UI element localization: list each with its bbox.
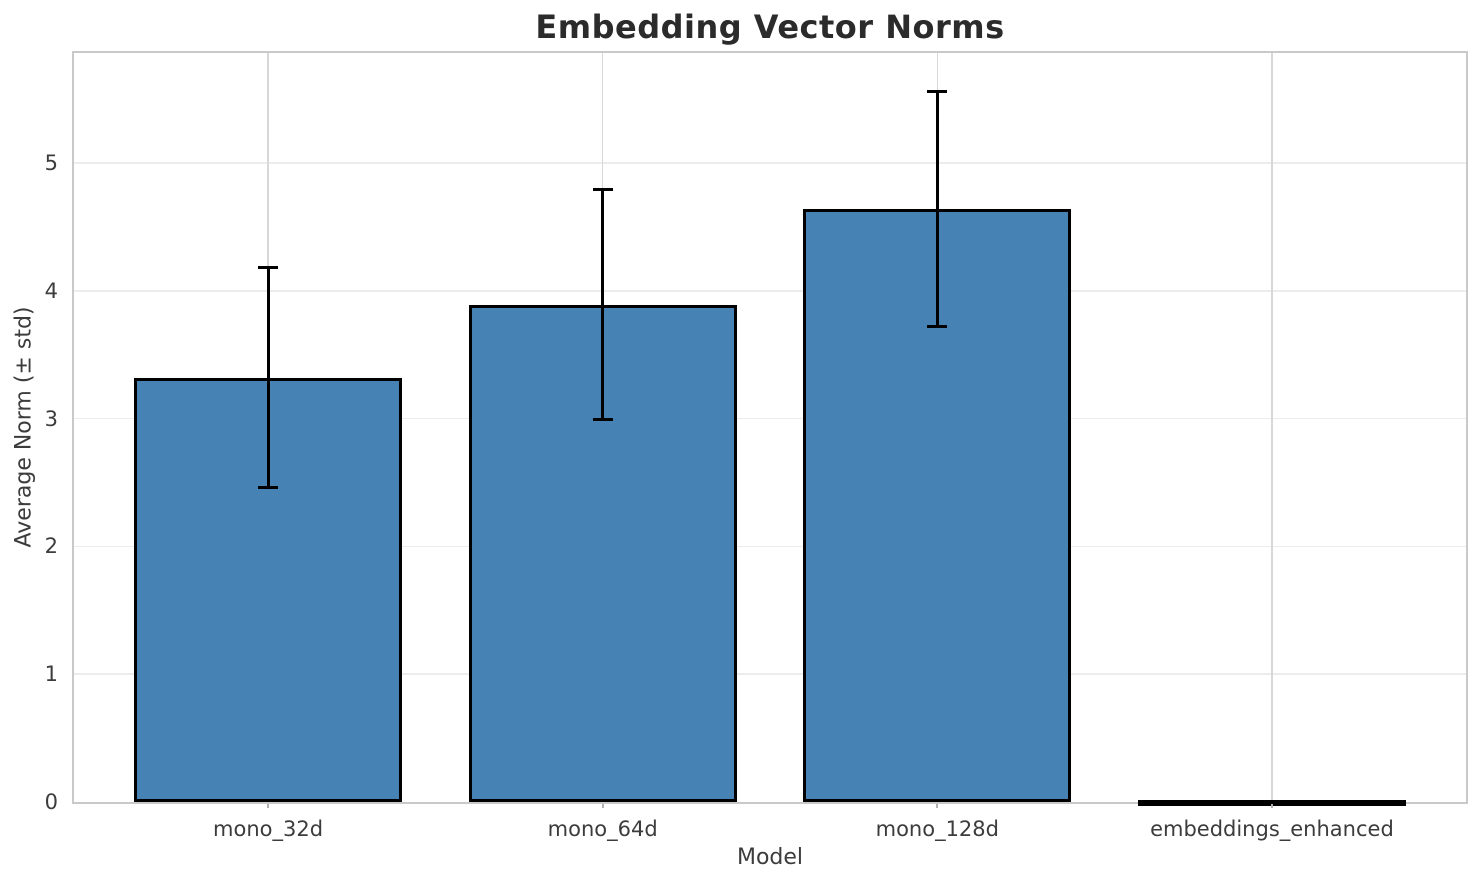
y-tick-label: 3 [44, 406, 58, 431]
x-tick-mark [936, 804, 939, 808]
x-tick-label-mono_32d: mono_32d [213, 817, 324, 841]
error-bar-cap-top-mono_64d [592, 188, 613, 192]
error-bar-cap-bottom-embeddings_enhanced [1261, 799, 1282, 803]
y-tick-label: 0 [44, 790, 58, 814]
x-tick-mark [267, 804, 270, 808]
y-tick-label: 5 [44, 150, 58, 175]
error-bar-cap-bottom-mono_32d [258, 486, 279, 490]
x-tick-mark [601, 804, 604, 808]
y-tick-label: 2 [44, 534, 58, 559]
y-tick-label: 4 [44, 278, 58, 303]
error-bar-line-mono_64d [601, 189, 605, 420]
gridline-horizontal [74, 673, 1466, 675]
error-bar-cap-bottom-mono_128d [927, 325, 948, 329]
gridline-horizontal [74, 289, 1466, 292]
gridline-horizontal [74, 162, 1466, 164]
x-axis-label: Model [736, 845, 804, 870]
bar-mono_64d [468, 304, 737, 802]
x-tick-label-mono_64d: mono_64d [547, 817, 658, 841]
error-bar-line-mono_128d [935, 91, 939, 327]
error-bar-cap-top-mono_32d [258, 266, 279, 270]
x-tick-mark [1270, 804, 1273, 808]
error-bar-cap-bottom-mono_64d [592, 418, 613, 422]
error-bar-cap-top-mono_128d [927, 89, 948, 93]
gridline-vertical [1271, 53, 1273, 802]
x-tick-label-embeddings_enhanced: embeddings_enhanced [1150, 817, 1394, 841]
gridline-horizontal [74, 417, 1466, 420]
chart-title: Embedding Vector Norms [535, 8, 1005, 46]
gridline-horizontal [74, 545, 1466, 548]
error-bar-line-mono_32d [266, 267, 270, 488]
y-tick-label: 1 [44, 662, 58, 687]
x-tick-label-mono_128d: mono_128d [875, 817, 999, 841]
plot-area [72, 51, 1468, 806]
